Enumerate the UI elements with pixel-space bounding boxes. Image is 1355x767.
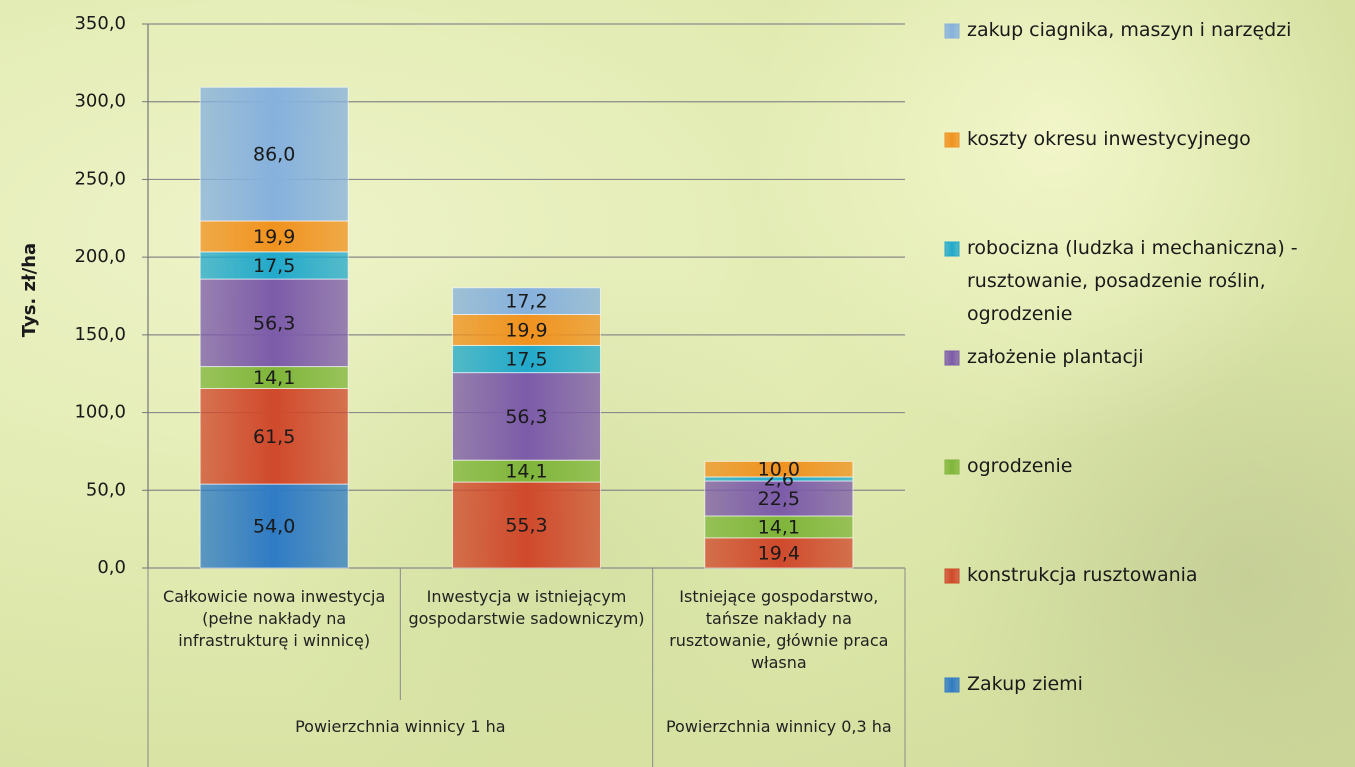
y-axis-title: Tys. zł/ha <box>19 243 40 337</box>
value-label: 14,1 <box>253 367 295 389</box>
value-label: 17,5 <box>505 349 547 371</box>
x-tick-label: Inwestycja w istniejącym gospodarstwie s… <box>408 587 645 628</box>
value-label: 19,4 <box>758 542 800 564</box>
legend-label: Zakup ziemi <box>967 673 1083 695</box>
value-label: 56,3 <box>253 312 295 334</box>
value-label: 10,0 <box>758 459 800 481</box>
y-tick-label: 150,0 <box>74 324 126 345</box>
value-label: 14,1 <box>505 461 547 483</box>
legend-swatch <box>944 350 960 366</box>
bar-segment <box>452 372 601 461</box>
bar-segment <box>452 287 601 315</box>
category-group-label: Powierzchnia winnicy 1 ha <box>295 717 506 736</box>
value-label: 86,0 <box>253 144 295 166</box>
legend-label: założenie plantacji <box>967 346 1144 368</box>
category-group-label: Powierzchnia winnicy 0,3 ha <box>665 717 892 736</box>
legend-swatch <box>944 132 960 148</box>
x-tick-label: Istniejące gospodarstwo, tańsze nakłady … <box>669 587 889 672</box>
y-tick-label: 300,0 <box>74 91 126 112</box>
legend-swatch <box>944 568 960 584</box>
value-label: 17,5 <box>253 255 295 277</box>
value-label: 55,3 <box>505 515 547 537</box>
legend-swatch <box>944 459 960 475</box>
bar-segment <box>199 86 349 222</box>
y-tick-label: 200,0 <box>74 246 126 267</box>
y-tick-label: 250,0 <box>74 168 126 189</box>
y-tick-label: 50,0 <box>86 479 126 500</box>
bar-segment <box>704 460 854 478</box>
value-label: 22,5 <box>758 488 800 510</box>
legend-label: robocizna (ludzka i mechaniczna) - ruszt… <box>967 237 1298 325</box>
legend-swatch <box>944 241 960 257</box>
y-tick-label: 100,0 <box>74 402 126 423</box>
legend-label: koszty okresu inwestycyjnego <box>967 128 1251 150</box>
x-tick-label: Całkowicie nowa inwestycja (pełne nakład… <box>163 587 386 650</box>
value-label: 14,1 <box>758 516 800 538</box>
legend-label: zakup ciagnika, maszyn i narzędzi <box>967 19 1292 41</box>
bar-segment <box>199 278 349 368</box>
value-label: 61,5 <box>253 426 295 448</box>
legend-swatch <box>944 23 960 39</box>
bar-segment <box>704 480 854 517</box>
legend-label: konstrukcja rusztowania <box>967 564 1198 586</box>
value-label: 54,0 <box>253 516 295 538</box>
bar-segment <box>704 537 854 569</box>
legend-label: ogrodzenie <box>967 455 1073 477</box>
bar-segment <box>452 344 601 374</box>
value-label: 56,3 <box>505 406 547 428</box>
bar-segment <box>452 313 601 346</box>
legend-swatch <box>944 677 960 693</box>
y-tick-label: 0,0 <box>97 557 126 578</box>
value-label: 19,9 <box>505 319 547 341</box>
bar-segment <box>452 481 601 569</box>
value-label: 17,2 <box>505 291 547 313</box>
bar-segment <box>199 220 349 253</box>
value-label: 19,9 <box>253 226 295 248</box>
bar-segment <box>199 483 349 569</box>
y-tick-label: 350,0 <box>74 13 126 34</box>
bar-segment <box>199 251 349 280</box>
bar-segment <box>199 387 349 485</box>
